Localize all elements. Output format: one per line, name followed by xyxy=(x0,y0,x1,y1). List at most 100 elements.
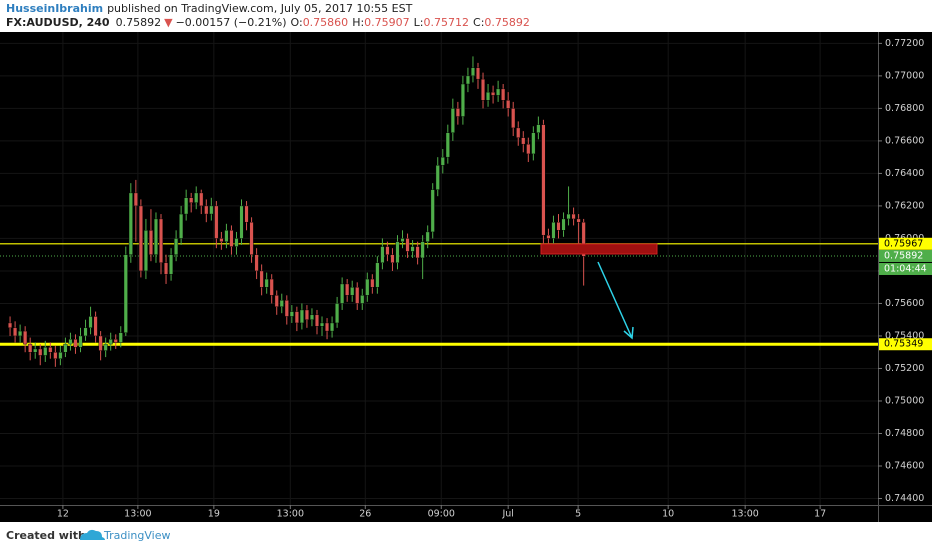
candle-body xyxy=(224,230,229,242)
candle-body xyxy=(576,218,581,223)
candle-body xyxy=(415,246,420,259)
candle-body xyxy=(93,316,98,337)
candle-body xyxy=(189,197,194,203)
y-tick-label: 0.76200 xyxy=(885,200,924,211)
candle-body xyxy=(400,238,405,242)
footer-bg xyxy=(0,522,932,550)
candle-body xyxy=(38,348,43,356)
x-tick-label: 09:00 xyxy=(428,509,455,520)
candle-body xyxy=(48,347,53,353)
candle-body xyxy=(88,316,93,329)
author[interactable]: HusseinIbrahim xyxy=(6,2,103,15)
candle-body xyxy=(330,322,335,332)
countdown: 01:04:44 xyxy=(884,263,927,274)
candle-body xyxy=(335,303,340,324)
candle-body xyxy=(279,299,284,307)
ohlc-value: 0.75892 xyxy=(484,16,530,29)
plot-bg xyxy=(0,32,932,522)
y-tick-label: 0.75000 xyxy=(885,395,924,406)
candle-body xyxy=(506,100,511,109)
footer-created: Created with xyxy=(6,529,86,542)
candle-body xyxy=(204,205,209,215)
candle-body xyxy=(470,67,475,77)
candle-body xyxy=(123,254,128,333)
candle-body xyxy=(8,322,13,329)
candle-body xyxy=(118,332,123,343)
y-tick-label: 0.77200 xyxy=(885,38,924,49)
x-tick-label: 5 xyxy=(575,509,581,520)
ohlc-label: H: xyxy=(352,16,364,29)
ohlc-label: L: xyxy=(414,16,424,29)
y-tick-label: 0.76600 xyxy=(885,135,924,146)
candle-body xyxy=(98,335,103,351)
y-tick-label: 0.74400 xyxy=(885,493,924,504)
candle-body xyxy=(450,108,455,133)
candle-body xyxy=(194,192,199,203)
published: published on TradingView.com, July 05, 2… xyxy=(107,2,413,15)
candle-body xyxy=(169,254,174,275)
candle-body xyxy=(214,205,219,239)
candle-body xyxy=(481,78,486,101)
x-tick-label: 17 xyxy=(814,509,826,520)
price-label: 0.75349 xyxy=(884,339,923,350)
candle-body xyxy=(314,314,319,327)
footer-brand[interactable]: TradingView xyxy=(103,529,170,542)
countdown-box xyxy=(879,262,932,275)
candle-body xyxy=(501,88,506,101)
candle-body xyxy=(294,311,299,324)
candle-body xyxy=(13,327,18,337)
ohlc-label: O: xyxy=(291,16,303,29)
candle-body xyxy=(561,218,566,231)
candle-body xyxy=(496,88,501,96)
candle-body xyxy=(345,283,350,296)
candle-body xyxy=(445,132,450,158)
footer: Created with TradingView xyxy=(6,529,170,542)
candle-body xyxy=(309,314,314,320)
candle-body xyxy=(259,270,264,288)
candle-body xyxy=(420,241,425,259)
candle-body xyxy=(289,311,294,317)
candle-body xyxy=(58,352,63,359)
candle-body xyxy=(148,230,153,255)
candle-body xyxy=(23,330,28,345)
candle-body xyxy=(184,197,189,215)
candle-body xyxy=(465,75,470,85)
candle-body xyxy=(380,246,385,264)
candle-body xyxy=(179,213,184,239)
x-tick-label: 26 xyxy=(359,509,371,520)
candle-body xyxy=(375,262,380,288)
candle-body xyxy=(244,205,249,223)
candle-body xyxy=(385,246,390,255)
candle-body xyxy=(249,221,254,255)
last-price: 0.75892 xyxy=(116,16,162,29)
candle-body xyxy=(103,343,108,351)
candle-body xyxy=(526,143,531,155)
candle-body xyxy=(521,137,526,145)
x-tick-label: 10 xyxy=(662,509,674,520)
candle-body xyxy=(440,156,445,166)
candle-body xyxy=(410,246,415,252)
candle-body xyxy=(360,295,365,304)
candle-body xyxy=(405,238,410,252)
candle-body xyxy=(209,205,214,215)
y-tick-label: 0.77000 xyxy=(885,70,924,81)
candle-body xyxy=(159,218,164,264)
price-label-box xyxy=(879,249,932,262)
ohlc-value: 0.75712 xyxy=(424,16,470,29)
ohlc-label: C: xyxy=(473,16,484,29)
candle-body xyxy=(571,213,576,220)
price-label: 0.75892 xyxy=(884,250,923,261)
x-tick-label: 13:00 xyxy=(124,509,151,520)
candle-body xyxy=(355,286,360,304)
y-tick-label: 0.75400 xyxy=(885,330,924,341)
candle-body xyxy=(566,213,571,220)
candle-body xyxy=(269,278,274,296)
candle-body xyxy=(274,295,279,307)
candle-body xyxy=(516,127,521,138)
y-tick-label: 0.75600 xyxy=(885,298,924,309)
candle-body xyxy=(83,327,88,337)
candle-body xyxy=(264,278,269,288)
candle-body xyxy=(33,348,38,353)
x-tick-label: 13:00 xyxy=(731,509,758,520)
